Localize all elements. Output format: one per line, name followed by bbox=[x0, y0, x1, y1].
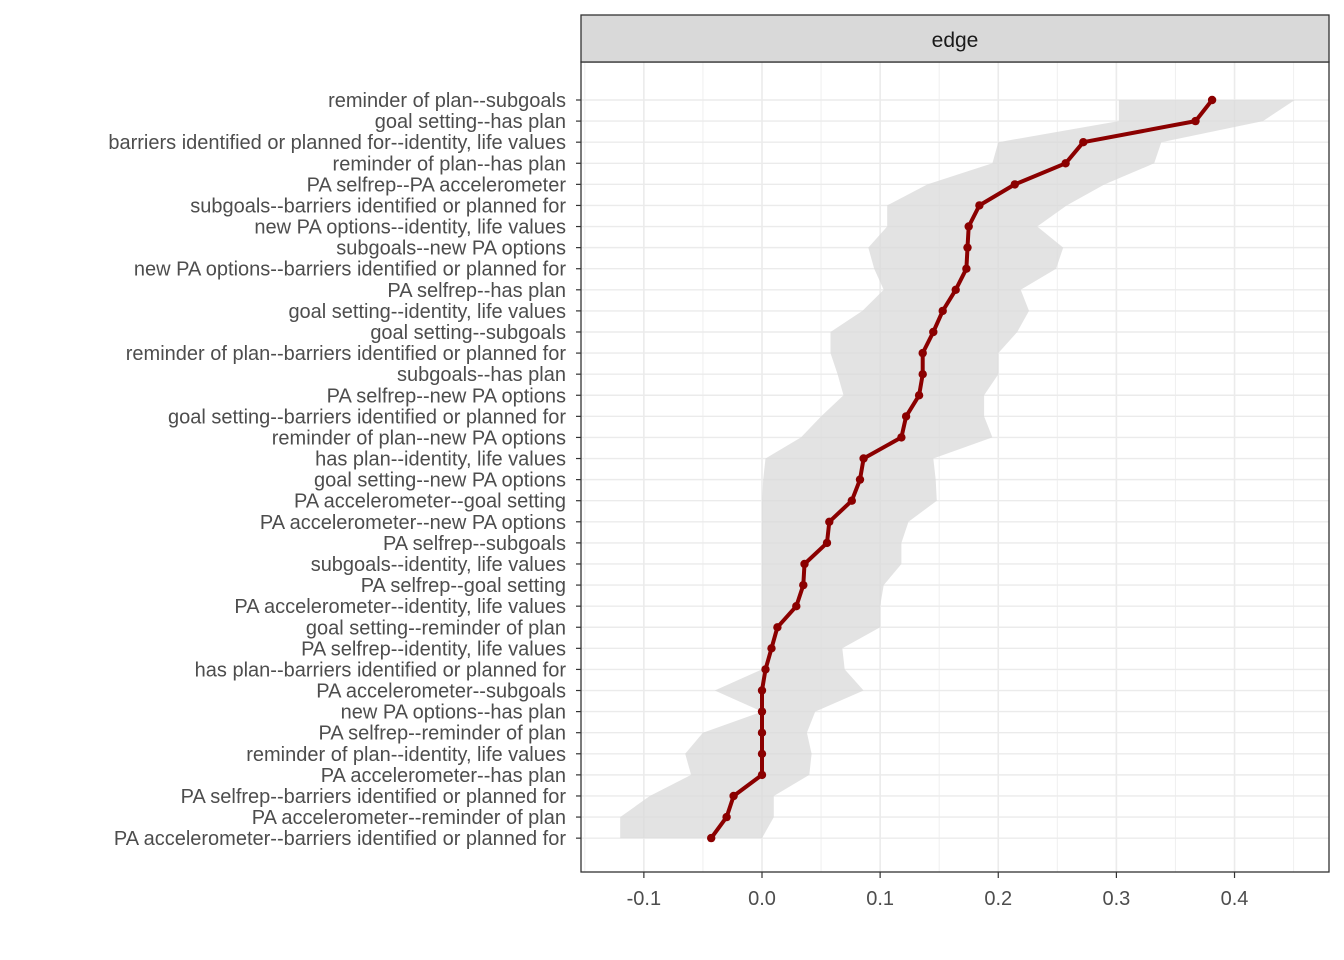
y-tick-label: PA selfrep--new PA options bbox=[327, 385, 566, 407]
estimate-point bbox=[757, 686, 767, 695]
x-tick-label: 0.0 bbox=[748, 888, 776, 910]
y-tick-label: PA accelerometer--has plan bbox=[321, 765, 566, 787]
x-tick-label: 0.3 bbox=[1102, 888, 1130, 910]
estimate-point bbox=[963, 243, 972, 252]
estimate-point bbox=[929, 327, 938, 337]
estimate-point bbox=[773, 623, 782, 632]
estimate-point bbox=[822, 538, 832, 548]
y-tick-label: reminder of plan--identity, life values bbox=[246, 744, 566, 766]
estimate-point bbox=[761, 665, 770, 674]
estimate-point bbox=[962, 264, 971, 273]
y-tick-label: barriers identified or planned for--iden… bbox=[108, 132, 566, 154]
estimate-point bbox=[757, 728, 767, 737]
estimate-point bbox=[975, 201, 984, 210]
estimate-point bbox=[757, 707, 767, 716]
estimate-point bbox=[757, 770, 767, 780]
estimate-point bbox=[938, 306, 947, 316]
y-tick-label: PA selfrep--goal setting bbox=[361, 575, 566, 597]
estimate-point bbox=[918, 370, 927, 379]
y-tick-label: new PA options--identity, life values bbox=[254, 217, 566, 239]
y-tick-label: PA accelerometer--identity, life values bbox=[234, 596, 566, 618]
y-tick-label: PA selfrep--identity, life values bbox=[301, 638, 566, 660]
estimate-point bbox=[951, 285, 960, 294]
y-tick-label: new PA options--barriers identified or p… bbox=[134, 259, 566, 281]
y-tick-label: reminder of plan--subgoals bbox=[328, 90, 566, 112]
y-tick-label: has plan--identity, life values bbox=[315, 449, 566, 471]
y-tick-label: goal setting--reminder of plan bbox=[306, 617, 566, 639]
estimate-points bbox=[707, 95, 1217, 843]
y-tick-label: goal setting--has plan bbox=[375, 111, 566, 133]
estimate-point bbox=[847, 496, 856, 505]
estimate-point bbox=[897, 433, 906, 442]
estimate-point bbox=[964, 222, 973, 231]
estimate-point bbox=[757, 749, 767, 758]
estimate-point bbox=[918, 348, 927, 358]
y-tick-label: subgoals--identity, life values bbox=[311, 554, 566, 576]
facet-strip bbox=[580, 14, 1330, 63]
y-tick-label: goal setting--subgoals bbox=[370, 322, 566, 344]
y-tick-label: PA selfrep--subgoals bbox=[383, 533, 566, 555]
y-tick-label: PA selfrep--PA accelerometer bbox=[307, 174, 567, 196]
y-tick-label: PA selfrep--barriers identified or plann… bbox=[181, 786, 567, 808]
estimate-point bbox=[800, 559, 809, 569]
y-tick-label: subgoals--barriers identified or planned… bbox=[190, 195, 566, 217]
y-tick-label: PA accelerometer--new PA options bbox=[260, 512, 566, 534]
y-tick-label: subgoals--has plan bbox=[397, 364, 566, 386]
x-tick-label: -0.1 bbox=[627, 888, 661, 910]
y-tick-label: has plan--barriers identified or planned… bbox=[195, 659, 567, 681]
y-tick-label: PA selfrep--has plan bbox=[387, 280, 566, 302]
estimate-point bbox=[1079, 138, 1088, 147]
estimate-point bbox=[901, 412, 911, 421]
y-tick-label: PA accelerometer--subgoals bbox=[316, 681, 566, 703]
estimate-point bbox=[729, 791, 738, 801]
estimate-point bbox=[1061, 159, 1070, 168]
estimate-point bbox=[855, 475, 865, 484]
y-tick-label: goal setting--barriers identified or pla… bbox=[168, 406, 566, 428]
estimate-point bbox=[707, 833, 716, 843]
y-tick-label: goal setting--identity, life values bbox=[288, 301, 566, 323]
estimate-point bbox=[799, 580, 808, 590]
y-tick-label: PA selfrep--reminder of plan bbox=[318, 723, 566, 745]
x-tick-label: 0.4 bbox=[1221, 888, 1249, 910]
estimate-point bbox=[722, 812, 731, 822]
confidence-ribbon bbox=[620, 100, 1295, 839]
x-tick-label: 0.1 bbox=[866, 888, 894, 910]
estimate-point bbox=[767, 644, 776, 653]
y-tick-label: subgoals--new PA options bbox=[336, 238, 566, 260]
estimate-point bbox=[1207, 95, 1217, 105]
y-tick-label: PA accelerometer--reminder of plan bbox=[252, 807, 566, 829]
estimate-point bbox=[1191, 116, 1200, 126]
y-tick-label: goal setting--new PA options bbox=[314, 470, 566, 492]
estimate-point bbox=[825, 517, 834, 526]
x-axis: -0.1 0.0 0.1 0.2 0.3 0.4 bbox=[627, 872, 1249, 910]
x-tick-label: 0.2 bbox=[984, 888, 1012, 910]
y-tick-label: reminder of plan--new PA options bbox=[272, 427, 566, 449]
facet-strip-label: edge bbox=[932, 29, 979, 52]
estimate-point bbox=[859, 454, 868, 463]
y-tick-label: PA accelerometer--goal setting bbox=[294, 491, 566, 513]
y-tick-label: new PA options--has plan bbox=[341, 702, 566, 724]
y-tick-label: PA accelerometer--barriers identified or… bbox=[114, 828, 566, 850]
estimate-point bbox=[914, 391, 924, 400]
y-tick-label: reminder of plan--has plan bbox=[333, 153, 566, 175]
y-tick-label: reminder of plan--barriers identified or… bbox=[126, 343, 567, 365]
estimate-point bbox=[1010, 180, 1019, 189]
estimate-point bbox=[792, 602, 801, 611]
